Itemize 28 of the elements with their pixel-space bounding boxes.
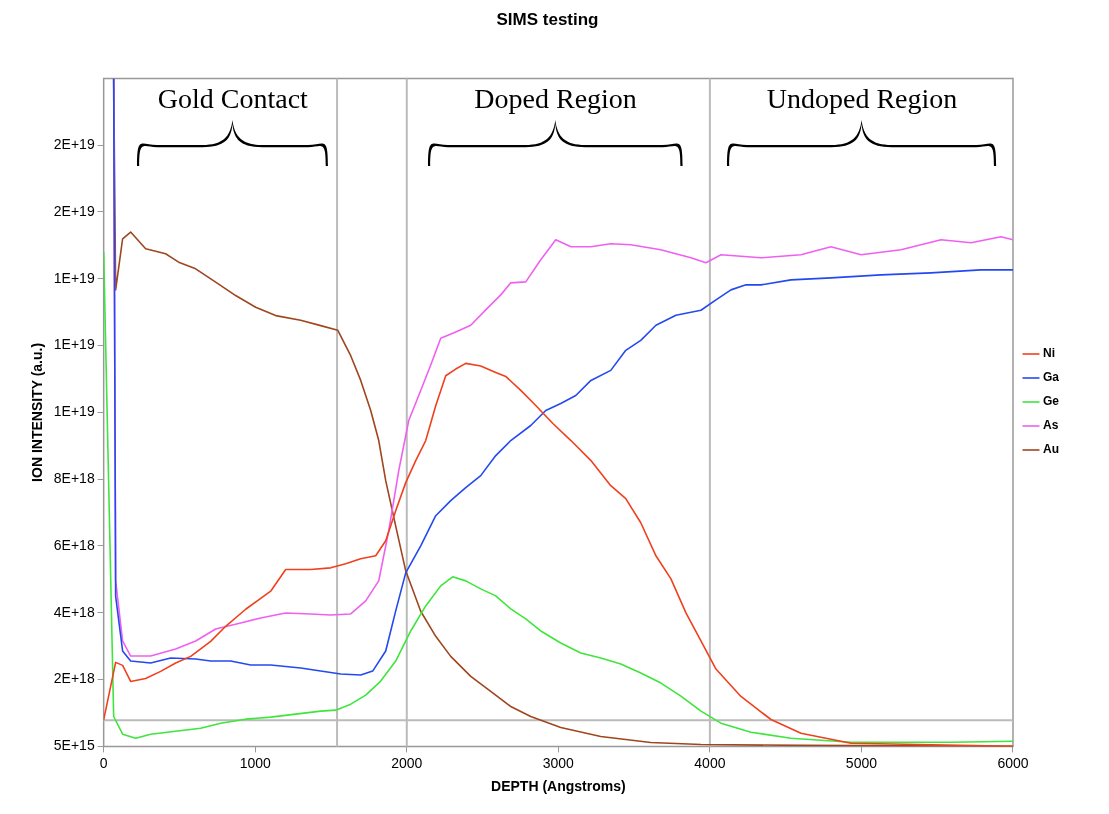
- y-tick-label: 2E+19: [53, 202, 95, 219]
- y-tick-label: 6E+18: [53, 536, 95, 553]
- legend-label: Au: [1042, 442, 1059, 457]
- chart-title: SIMS testing: [496, 9, 599, 29]
- x-tick-label: 2000: [391, 754, 423, 771]
- x-tick-label: 3000: [542, 754, 575, 771]
- annotation: Undoped Region: [766, 82, 958, 114]
- legend-label: Ni: [1042, 346, 1055, 361]
- x-tick-label: 0: [99, 754, 108, 771]
- annotation: Gold Contact: [157, 82, 309, 114]
- y-tick-label: 2E+18: [53, 670, 95, 687]
- x-tick-label: 1000: [239, 754, 272, 771]
- x-tick-label: 5000: [845, 754, 878, 771]
- x-tick-label: 4000: [694, 754, 726, 771]
- annotation: Doped Region: [474, 82, 637, 114]
- y-tick-label: 8E+18: [53, 469, 95, 486]
- x-tick-label: 6000: [997, 754, 1029, 771]
- legend-label: Ge: [1042, 394, 1060, 409]
- legend-label: Ga: [1042, 370, 1060, 385]
- y-tick-label: 1E+19: [53, 269, 95, 286]
- y-tick-label: 5E+15: [53, 737, 95, 754]
- y-tick-label: 1E+19: [53, 336, 95, 353]
- y-axis-title: ION INTENSITY (a.u.): [29, 342, 46, 482]
- y-tick-label: 2E+19: [53, 135, 95, 152]
- y-tick-label: 4E+18: [53, 603, 95, 620]
- x-axis-title: DEPTH (Angstroms): [491, 778, 626, 795]
- y-tick-label: 1E+19: [53, 403, 95, 420]
- legend-label: As: [1042, 418, 1059, 433]
